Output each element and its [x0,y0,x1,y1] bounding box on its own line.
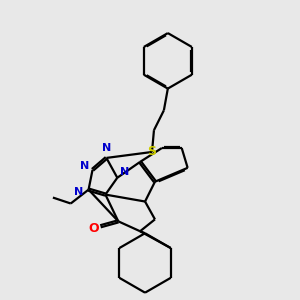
Text: S: S [148,146,157,158]
Text: N: N [102,143,111,153]
Text: N: N [80,161,89,171]
Text: O: O [88,222,99,235]
Text: N: N [120,167,129,177]
Text: N: N [74,187,83,196]
